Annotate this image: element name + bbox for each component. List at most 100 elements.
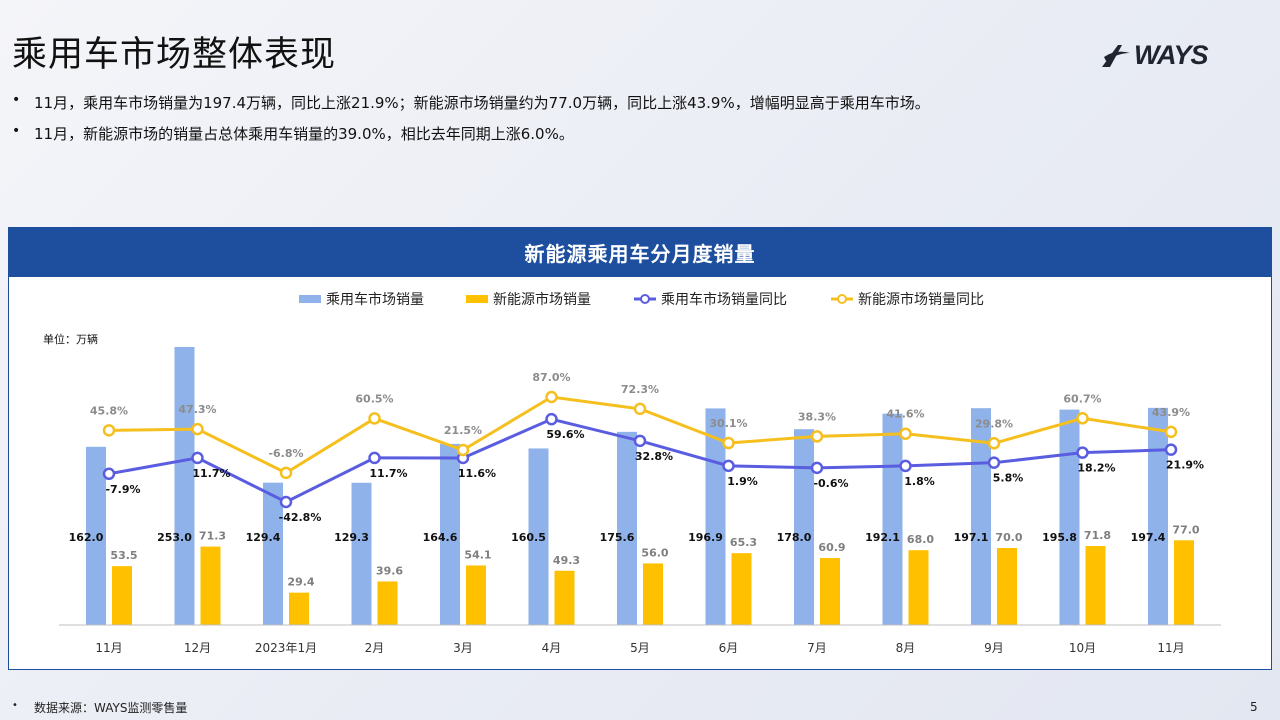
data-label-nev-yoy: 41.6% — [886, 408, 924, 421]
bar-nev — [466, 565, 486, 625]
footer-bullet: • — [12, 700, 18, 711]
bullet-marker: • — [12, 92, 21, 108]
bar-passenger — [617, 431, 637, 625]
marker-nev-yoy — [810, 430, 824, 443]
bar-passenger — [86, 446, 106, 625]
data-label-nev: 77.0 — [1172, 523, 1199, 536]
data-label-passenger: 129.3 — [334, 531, 369, 544]
data-label-passenger-yoy: 32.8% — [635, 450, 673, 463]
data-label-nev-yoy: 43.9% — [1152, 406, 1190, 419]
data-label-passenger: 197.1 — [954, 531, 989, 544]
data-label-passenger-yoy: -7.9% — [105, 483, 140, 496]
data-label-passenger: 196.9 — [688, 531, 723, 544]
marker-nev-yoy — [456, 443, 470, 457]
marker-nev-yoy — [633, 402, 647, 416]
data-label-passenger: 175.6 — [600, 531, 635, 544]
data-label-nev: 71.3 — [199, 530, 226, 543]
x-tick-label: 9月 — [984, 641, 1004, 655]
data-label-nev: 56.0 — [641, 546, 668, 559]
data-label-nev-yoy: 47.3% — [178, 403, 216, 416]
data-label-passenger: 192.1 — [865, 531, 900, 544]
data-label-passenger-yoy: -0.6% — [813, 477, 848, 490]
x-tick-label: 10月 — [1069, 641, 1096, 655]
bar-passenger — [528, 448, 549, 625]
data-label-nev-yoy: -6.8% — [268, 447, 303, 460]
marker-passenger-yoy — [810, 461, 824, 475]
data-label-nev: 39.6 — [376, 564, 403, 577]
data-label-nev-yoy: 60.7% — [1063, 392, 1101, 405]
x-tick-label: 12月 — [184, 641, 211, 655]
data-label-passenger-yoy: 5.8% — [993, 472, 1024, 485]
marker-nev-yoy — [722, 436, 735, 450]
legend-label: 新能源市场销量 — [493, 291, 591, 308]
data-label-nev: 29.4 — [287, 576, 314, 589]
x-tick-label: 2月 — [365, 641, 385, 655]
data-label-nev-yoy: 87.0% — [532, 371, 570, 384]
data-label-nev: 54.1 — [464, 548, 491, 561]
bar-nev — [289, 592, 309, 625]
bar-passenger — [794, 429, 814, 625]
data-label-nev-yoy: 72.3% — [621, 383, 659, 396]
marker-nev-yoy — [368, 412, 381, 425]
marker-passenger-yoy — [987, 456, 1001, 469]
legend-swatch-bar — [466, 295, 488, 303]
data-label-nev: 71.8 — [1084, 529, 1111, 542]
x-tick-label: 2023年1月 — [255, 641, 317, 655]
summary-bullets: • 11月，乘用车市场销量为197.4万辆，同比上涨21.9%；新能源市场销量约… — [12, 92, 930, 154]
page-title: 乘用车市场整体表现 — [12, 35, 337, 75]
bar-nev — [554, 570, 575, 625]
legend-label: 乘用车市场销量 — [326, 291, 424, 308]
data-label-passenger-yoy: 21.9% — [1166, 459, 1204, 472]
bar-passenger — [351, 482, 372, 625]
bullet-text: 11月，乘用车市场销量为197.4万辆，同比上涨21.9%；新能源市场销量约为7… — [34, 94, 930, 112]
data-label-passenger-yoy: 59.6% — [546, 428, 584, 441]
marker-passenger-yoy — [1164, 443, 1178, 456]
bar-nev — [1174, 540, 1194, 625]
x-tick-label: 6月 — [719, 641, 739, 655]
chart-panel: 新能源乘用车分月度销量 单位：万辆 乘用车市场销量 新能源市场销量 乘用车市场销量同比… — [8, 227, 1272, 670]
bullet-text: 11月，新能源市场的销量占总体乘用车销量的39.0%，相比去年同期上涨6.0%。 — [34, 125, 574, 143]
bar-nev — [643, 563, 663, 625]
data-label-passenger-yoy: 1.8% — [904, 475, 935, 488]
data-label-passenger: 164.6 — [423, 531, 458, 544]
data-label-nev: 70.0 — [995, 531, 1022, 544]
data-label-passenger: 129.4 — [246, 531, 281, 544]
data-label-nev: 53.5 — [110, 549, 137, 562]
bar-nev — [908, 550, 929, 625]
ways-logo-icon — [1102, 45, 1130, 67]
legend-swatch-marker — [640, 294, 650, 304]
bar-passenger — [263, 482, 283, 625]
bullet-item: • 11月，乘用车市场销量为197.4万辆，同比上涨21.9%；新能源市场销量约… — [12, 92, 930, 123]
marker-passenger-yoy — [633, 434, 647, 448]
bar-nev — [377, 581, 398, 625]
legend-label: 乘用车市场销量同比 — [661, 291, 787, 308]
bar-nev — [200, 546, 221, 625]
logo-text: WAYS — [1134, 39, 1209, 70]
ways-logo: WAYS — [1100, 38, 1220, 72]
marker-passenger-yoy — [722, 459, 735, 473]
x-tick-label: 7月 — [807, 641, 827, 655]
data-label-nev-yoy: 45.8% — [90, 404, 128, 417]
marker-nev-yoy — [987, 437, 1001, 450]
marker-nev-yoy — [279, 466, 293, 480]
data-label-nev: 68.0 — [907, 533, 934, 546]
legend-swatch-bar — [299, 295, 321, 303]
data-label-passenger: 253.0 — [157, 531, 192, 544]
x-tick-label: 8月 — [896, 641, 916, 655]
bar-nev — [997, 548, 1017, 625]
marker-passenger-yoy — [545, 412, 558, 426]
marker-passenger-yoy — [279, 495, 293, 509]
data-label-passenger-yoy: 11.6% — [458, 467, 496, 480]
data-label-nev-yoy: 21.5% — [444, 424, 482, 437]
bar-passenger — [174, 347, 195, 625]
data-label-passenger: 178.0 — [777, 531, 812, 544]
data-label-passenger: 197.4 — [1131, 531, 1166, 544]
page-number: 5 — [1250, 700, 1258, 714]
x-tick-label: 11月 — [95, 641, 122, 655]
chart-title: 新能源乘用车分月度销量 — [9, 228, 1271, 277]
data-label-nev-yoy: 60.5% — [355, 392, 393, 405]
bar-passenger — [440, 443, 460, 625]
data-label-passenger-yoy: 1.9% — [727, 475, 758, 488]
data-label-passenger: 160.5 — [511, 531, 546, 544]
bar-passenger — [882, 413, 903, 625]
